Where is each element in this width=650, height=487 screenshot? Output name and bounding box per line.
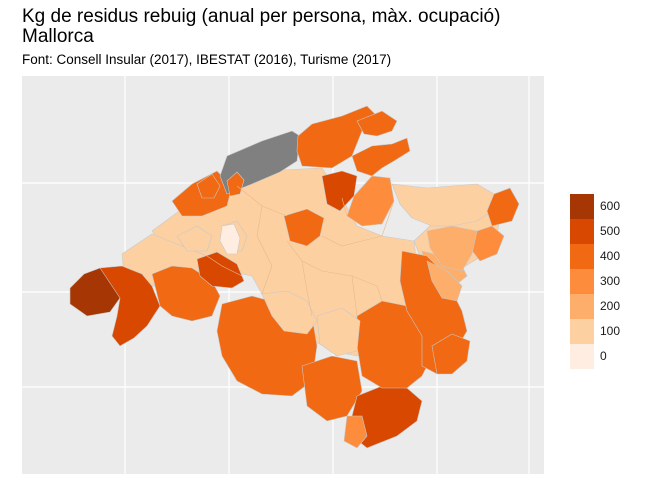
legend-label: 300	[600, 274, 621, 288]
municipality-white	[219, 223, 241, 255]
title-line-2: Mallorca	[22, 26, 94, 47]
legend-label: 400	[600, 249, 621, 263]
legend-label: 600	[600, 199, 621, 213]
municipality-palma	[151, 265, 221, 322]
legend-label: 200	[600, 299, 621, 313]
municipality-arta	[391, 183, 495, 227]
legend-item: 200	[570, 294, 640, 319]
municipality-manacor-coast	[426, 260, 463, 302]
legend-label: 500	[600, 224, 621, 238]
municipality-ses-salines	[343, 415, 368, 449]
municipality-escorca	[196, 173, 221, 199]
legend-swatch	[570, 319, 594, 344]
municipality-algaida	[261, 290, 318, 335]
legend-item: 300	[570, 269, 640, 294]
municipality-felanitx	[356, 300, 433, 389]
municipality-felanitx-coast	[431, 333, 471, 375]
legend-swatch	[570, 344, 594, 369]
legend-item: 400	[570, 244, 640, 269]
legend-swatch	[570, 269, 594, 294]
municipality-capdepera	[486, 187, 520, 227]
municipality-campos	[301, 355, 363, 422]
legend-swatch	[570, 194, 594, 219]
municipality-porreres	[316, 307, 361, 357]
municipality-alcudia	[351, 137, 411, 177]
legend-item: 0	[570, 344, 640, 369]
legend-swatch	[570, 219, 594, 244]
legend-label: 0	[600, 349, 607, 363]
map-canvas	[22, 76, 544, 474]
municipality-inca	[283, 208, 325, 247]
municipality-bunyola	[196, 251, 245, 289]
municipality-sant-llorenc	[426, 225, 478, 272]
legend-item: 100	[570, 319, 640, 344]
legend-item: 500	[570, 219, 640, 244]
municipality-can-picafort	[346, 175, 395, 227]
municipality-caimari	[226, 171, 245, 197]
chart-title: Kg de residus rebuig (anual per persona,…	[22, 7, 622, 47]
municipality-calvia	[99, 265, 161, 347]
municipality-alcudia-cape	[356, 110, 398, 137]
title-line-1: Kg de residus rebuig (anual per persona,…	[22, 6, 501, 27]
map-panel	[22, 76, 544, 474]
municipality-banyalbufar	[176, 225, 213, 252]
legend-swatch	[570, 244, 594, 269]
legend-item: 600	[570, 194, 640, 219]
legend-label: 100	[600, 324, 621, 338]
chart-subtitle: Font: Consell Insular (2017), IBESTAT (2…	[22, 52, 392, 67]
legend-swatch	[570, 294, 594, 319]
